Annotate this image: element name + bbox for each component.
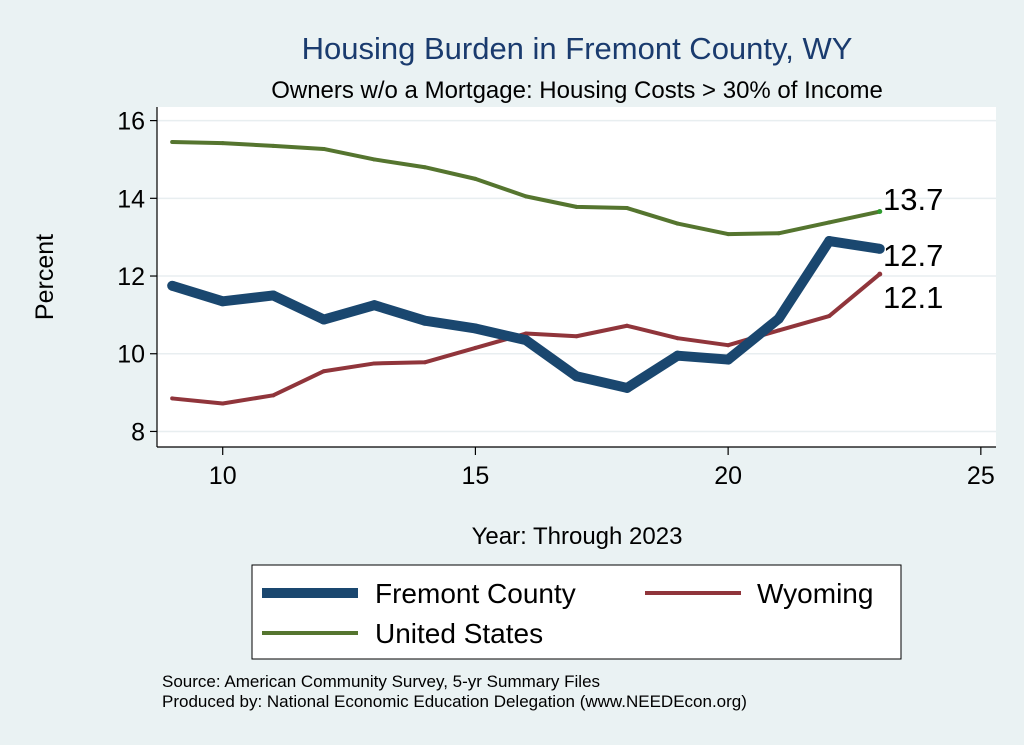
produced-note: Produced by: National Economic Education… bbox=[162, 692, 747, 711]
x-axis-ticks: 10 15 20 25 bbox=[209, 447, 995, 490]
data-point-us bbox=[675, 221, 680, 226]
data-point-fremont bbox=[268, 290, 279, 301]
data-point-us bbox=[220, 141, 225, 146]
chart-subtitle: Owners w/o a Mortgage: Housing Costs > 3… bbox=[271, 77, 883, 104]
data-point-fremont bbox=[167, 280, 178, 291]
x-axis-title: Year: Through 2023 bbox=[472, 523, 683, 550]
series-lines bbox=[167, 139, 885, 406]
data-point-wyoming bbox=[776, 328, 781, 333]
data-point-fremont bbox=[571, 371, 582, 382]
data-point-wyoming bbox=[726, 343, 731, 348]
data-point-wyoming bbox=[271, 393, 276, 398]
data-point-us bbox=[321, 146, 326, 151]
end-label-us: 13.7 bbox=[883, 182, 943, 217]
y-axis-title: Percent bbox=[31, 234, 59, 320]
plot-area bbox=[157, 107, 996, 447]
data-point-wyoming bbox=[473, 345, 478, 350]
data-point-fremont bbox=[470, 323, 481, 334]
x-tick-label: 20 bbox=[714, 462, 742, 490]
data-point-wyoming bbox=[574, 334, 579, 339]
data-point-us bbox=[473, 176, 478, 181]
x-tick-label: 10 bbox=[209, 462, 237, 490]
legend-label-us: United States bbox=[375, 618, 543, 649]
end-labels: 13.7 12.7 12.1 bbox=[877, 182, 943, 315]
legend-label-fremont: Fremont County bbox=[375, 578, 576, 609]
data-point-fremont bbox=[773, 313, 784, 324]
data-point-wyoming bbox=[220, 401, 225, 406]
end-label-wyoming: 12.1 bbox=[883, 280, 943, 315]
data-point-fremont bbox=[672, 350, 683, 361]
end-label-fremont: 12.7 bbox=[883, 238, 943, 273]
data-point-fremont bbox=[622, 382, 633, 393]
data-point-fremont bbox=[723, 354, 734, 365]
data-point-fremont bbox=[318, 314, 329, 325]
data-point-fremont bbox=[824, 236, 835, 247]
data-point-wyoming bbox=[675, 336, 680, 341]
data-point-us bbox=[422, 165, 427, 170]
source-note: Source: American Community Survey, 5-yr … bbox=[162, 672, 600, 691]
end-marker-wyoming bbox=[877, 271, 883, 277]
data-point-wyoming bbox=[321, 369, 326, 374]
data-point-us bbox=[625, 206, 630, 211]
legend: Fremont County Wyoming United States bbox=[251, 564, 902, 660]
y-tick-label: 14 bbox=[117, 185, 145, 213]
data-point-us bbox=[523, 194, 528, 199]
data-point-wyoming bbox=[170, 396, 175, 401]
data-point-wyoming bbox=[523, 331, 528, 336]
gridlines bbox=[157, 119, 996, 433]
data-point-us bbox=[271, 143, 276, 148]
data-point-fremont bbox=[419, 315, 430, 326]
y-tick-label: 8 bbox=[131, 418, 145, 446]
chart-title: Housing Burden in Fremont County, WY bbox=[302, 31, 853, 66]
end-marker-fremont bbox=[877, 246, 883, 252]
data-point-us bbox=[827, 220, 832, 225]
end-marker-us bbox=[877, 209, 883, 215]
data-point-fremont bbox=[369, 300, 380, 311]
data-point-fremont bbox=[520, 335, 531, 346]
data-point-wyoming bbox=[827, 314, 832, 319]
data-point-us bbox=[776, 231, 781, 236]
y-tick-label: 12 bbox=[117, 263, 145, 291]
x-tick-label: 25 bbox=[967, 462, 995, 490]
legend-label-wyoming: Wyoming bbox=[757, 578, 873, 609]
data-point-wyoming bbox=[372, 361, 377, 366]
data-point-us bbox=[574, 204, 579, 209]
data-point-us bbox=[170, 139, 175, 144]
data-point-wyoming bbox=[625, 323, 630, 328]
legend-box bbox=[251, 564, 902, 660]
y-tick-label: 16 bbox=[117, 108, 145, 136]
data-point-us bbox=[372, 157, 377, 162]
y-tick-label: 10 bbox=[117, 341, 145, 369]
x-tick-label: 15 bbox=[462, 462, 490, 490]
data-point-fremont bbox=[217, 296, 228, 307]
y-axis-ticks: 8 10 12 14 16 bbox=[117, 108, 157, 446]
data-point-wyoming bbox=[422, 360, 427, 365]
data-point-us bbox=[726, 232, 731, 237]
